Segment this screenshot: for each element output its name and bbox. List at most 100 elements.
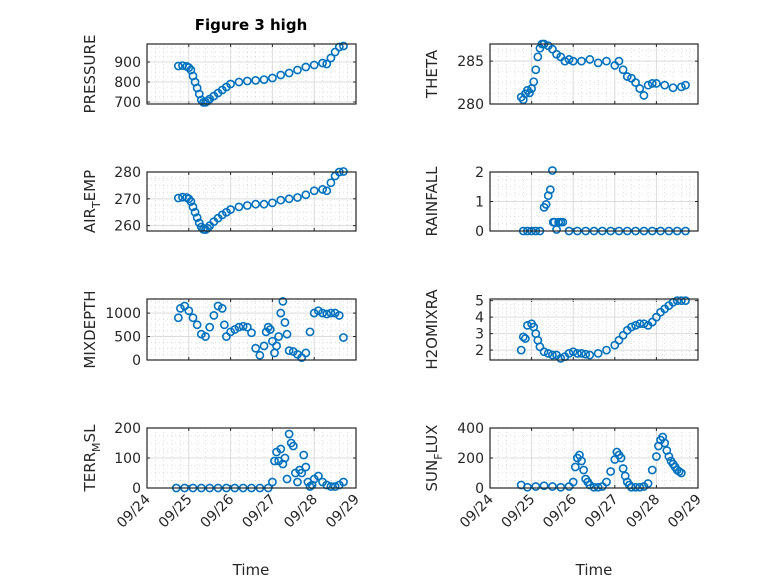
y-tick-label: 200 — [457, 451, 484, 467]
data-point — [280, 318, 290, 327]
data-point — [301, 190, 311, 200]
data-point — [541, 200, 551, 209]
data-point — [330, 47, 340, 57]
data-point — [602, 477, 611, 487]
data-point — [647, 465, 657, 475]
data-point — [577, 456, 586, 466]
y-tick-label: 500 — [114, 330, 141, 346]
data-point — [660, 438, 670, 448]
data-point — [585, 350, 595, 360]
data-point — [301, 62, 311, 72]
data-point — [631, 78, 640, 87]
data-point — [242, 201, 252, 210]
data-point — [326, 308, 336, 318]
data-point — [520, 334, 530, 343]
y-axis-label: PRESSURE — [81, 35, 99, 114]
y-axis-label: THETA — [423, 49, 441, 99]
y-tick-label: 1 — [475, 195, 484, 211]
y-tick-label: 0 — [132, 353, 141, 369]
axes-frame — [146, 43, 357, 105]
data-point — [251, 199, 261, 209]
data-point — [305, 327, 315, 337]
y-tick-label: 2 — [475, 165, 484, 181]
axes-frame — [489, 171, 699, 232]
data-point — [516, 345, 526, 355]
data-point — [276, 308, 286, 318]
data-point — [282, 474, 292, 484]
data-point — [274, 332, 284, 341]
figure-title: Figure 3 high — [195, 16, 308, 34]
data-point — [284, 68, 294, 78]
x-tick-label: 09/25 — [499, 492, 539, 532]
data-point — [309, 60, 319, 70]
data-point — [556, 353, 566, 363]
x-axis-label-right: Time — [575, 561, 613, 579]
y-tick-label: 270 — [114, 192, 141, 208]
plot-area — [147, 44, 356, 104]
data-point — [265, 325, 275, 334]
data-point — [523, 482, 532, 492]
data-point — [309, 186, 319, 196]
data-point — [326, 482, 336, 491]
data-point — [564, 55, 574, 64]
axes-frame — [489, 298, 699, 361]
data-point — [672, 296, 682, 306]
data-point — [280, 453, 290, 463]
y-tick-label: 3 — [475, 327, 484, 343]
data-point — [190, 207, 200, 217]
data-point — [593, 58, 603, 68]
data-point — [631, 320, 640, 330]
data-point — [217, 303, 227, 313]
data-point — [616, 453, 626, 463]
y-axis-label: AIRTEMP — [81, 170, 103, 233]
data-point — [173, 61, 183, 71]
data-point — [647, 79, 657, 88]
data-point — [676, 296, 686, 306]
data-point — [660, 80, 670, 90]
data-point — [192, 320, 202, 330]
data-point — [593, 349, 603, 358]
data-point — [570, 462, 580, 472]
data-point — [299, 450, 309, 460]
data-point — [226, 79, 235, 89]
y-tick-label: 1000 — [105, 306, 141, 322]
data-point — [184, 63, 194, 72]
data-point — [564, 349, 574, 358]
data-point — [288, 441, 298, 451]
y-tick-label: 4 — [475, 310, 484, 326]
data-point — [219, 320, 229, 330]
data-point — [234, 202, 244, 212]
axes-frame — [489, 43, 699, 105]
y-tick-label: 280 — [457, 97, 484, 113]
data-point — [205, 322, 215, 332]
data-point — [238, 321, 248, 331]
data-point — [614, 56, 624, 66]
subplot-pressure: 700 800 900 PRESSURE — [81, 35, 357, 114]
data-point — [293, 193, 302, 202]
data-point — [681, 80, 690, 90]
data-point — [173, 193, 183, 203]
data-point — [606, 467, 616, 476]
data-point — [284, 429, 294, 439]
x-axis-label-left: Time — [232, 561, 270, 579]
data-point — [330, 482, 340, 491]
data-point — [618, 65, 628, 75]
data-point — [339, 333, 348, 342]
data-point — [618, 464, 628, 473]
x-tick-label: 09/28 — [623, 492, 663, 532]
data-point — [192, 213, 202, 222]
data-point — [635, 84, 645, 93]
data-point — [579, 465, 588, 475]
data-point — [593, 482, 603, 492]
data-point — [539, 481, 549, 491]
x-tick-label: 09/29 — [665, 492, 705, 532]
y-tick-label: 285 — [457, 54, 484, 70]
data-point — [263, 322, 273, 332]
y-tick-label: 260 — [114, 219, 141, 235]
data-point — [548, 482, 557, 491]
y-tick-label: 5 — [475, 294, 484, 310]
subplot-air-temp: 260 270 280 AIRTEMP — [81, 165, 357, 235]
y-tick-label: 2 — [475, 343, 484, 359]
